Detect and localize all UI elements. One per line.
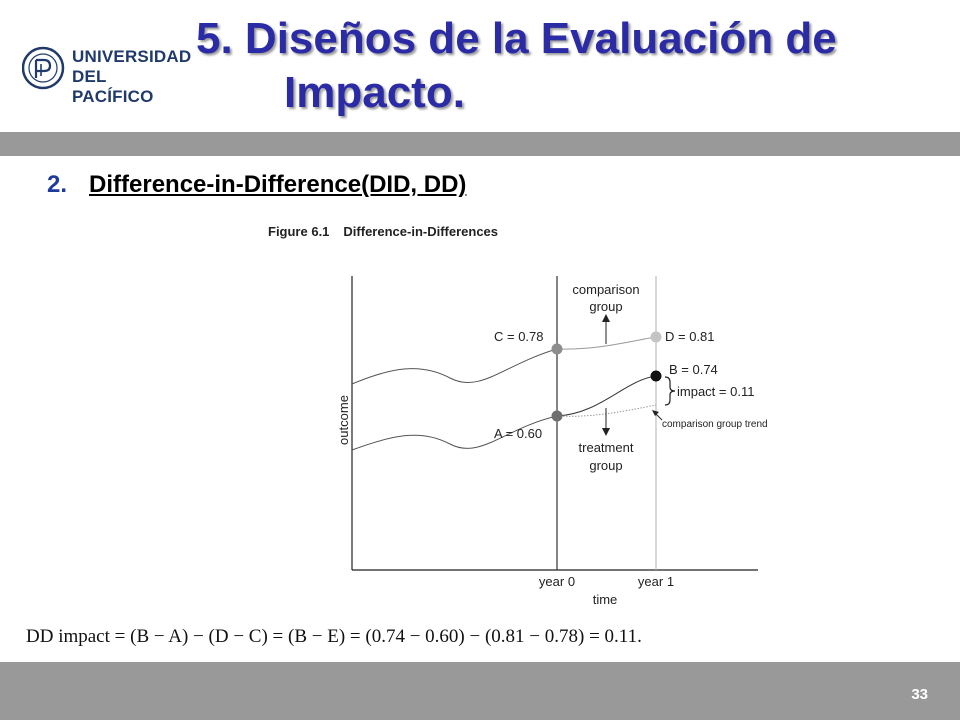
comparison-group-label-line2: group — [589, 299, 622, 314]
x-tick-year0: year 0 — [539, 574, 575, 589]
treatment-group-arrowhead — [602, 428, 610, 436]
slide-title: 5. Diseños de la Evaluación de Impacto. — [196, 12, 837, 120]
did-chart: C = 0.78 D = 0.81 A = 0.60 B = 0.74 comp… — [336, 276, 768, 607]
comparison-trend-line — [556, 404, 657, 417]
header-divider-band — [0, 132, 960, 156]
impact-label: impact = 0.11 — [677, 384, 754, 399]
page-number: 33 — [911, 686, 928, 703]
point-a-label: A = 0.60 — [494, 426, 542, 441]
treatment-group-label-line2: group — [589, 458, 622, 473]
dd-impact-formula: DD impact = (B − A) − (D − C) = (B − E) … — [26, 626, 642, 647]
comparison-trend-label: comparison group trend — [662, 419, 768, 430]
point-a — [551, 410, 563, 422]
x-tick-year1: year 1 — [638, 574, 674, 589]
x-axis-label: time — [593, 592, 618, 607]
comparison-trend-arrowhead — [652, 410, 659, 416]
logo-wordmark: UNIVERSIDAD DEL PACÍFICO — [72, 47, 191, 107]
treatment-group-label-line1: treatment — [579, 440, 634, 455]
logo-line2: DEL PACÍFICO — [72, 67, 154, 106]
comparison-group-curve — [351, 348, 558, 385]
point-c — [551, 343, 563, 355]
point-b-label: B = 0.74 — [669, 362, 718, 377]
figure-label: Figure 6.1 — [268, 224, 330, 239]
slide-title-line2: Impacto. — [284, 68, 465, 117]
point-b — [650, 370, 662, 382]
treatment-group-year1-segment — [556, 375, 657, 417]
point-d-label: D = 0.81 — [665, 329, 715, 344]
comparison-group-label-line1: comparison — [572, 282, 639, 297]
university-logo: UNIVERSIDAD DEL PACÍFICO — [22, 40, 191, 106]
comparison-group-year1-segment — [556, 336, 657, 350]
point-c-label: C = 0.78 — [494, 329, 544, 344]
treatment-group-curve — [351, 415, 558, 451]
y-axis-label: outcome — [336, 395, 351, 445]
section-subtitle: 2. Difference-in-Difference(DID, DD) — [47, 171, 466, 199]
figure-caption: Figure 6.1 Difference-in-Differences — [268, 224, 498, 239]
comparison-group-arrowhead — [602, 314, 610, 322]
footer-band: 33 — [0, 662, 960, 720]
subtitle-number: 2. — [47, 171, 68, 198]
impact-brace — [664, 376, 676, 406]
point-d — [650, 331, 662, 343]
slide-title-line1: 5. Diseños de la Evaluación de — [196, 14, 837, 63]
figure-title: Difference-in-Differences — [343, 224, 499, 239]
subtitle-text: Difference-in-Difference(DID, DD) — [89, 171, 467, 198]
university-seal-icon — [22, 46, 65, 90]
logo-line1: UNIVERSIDAD — [72, 47, 192, 66]
